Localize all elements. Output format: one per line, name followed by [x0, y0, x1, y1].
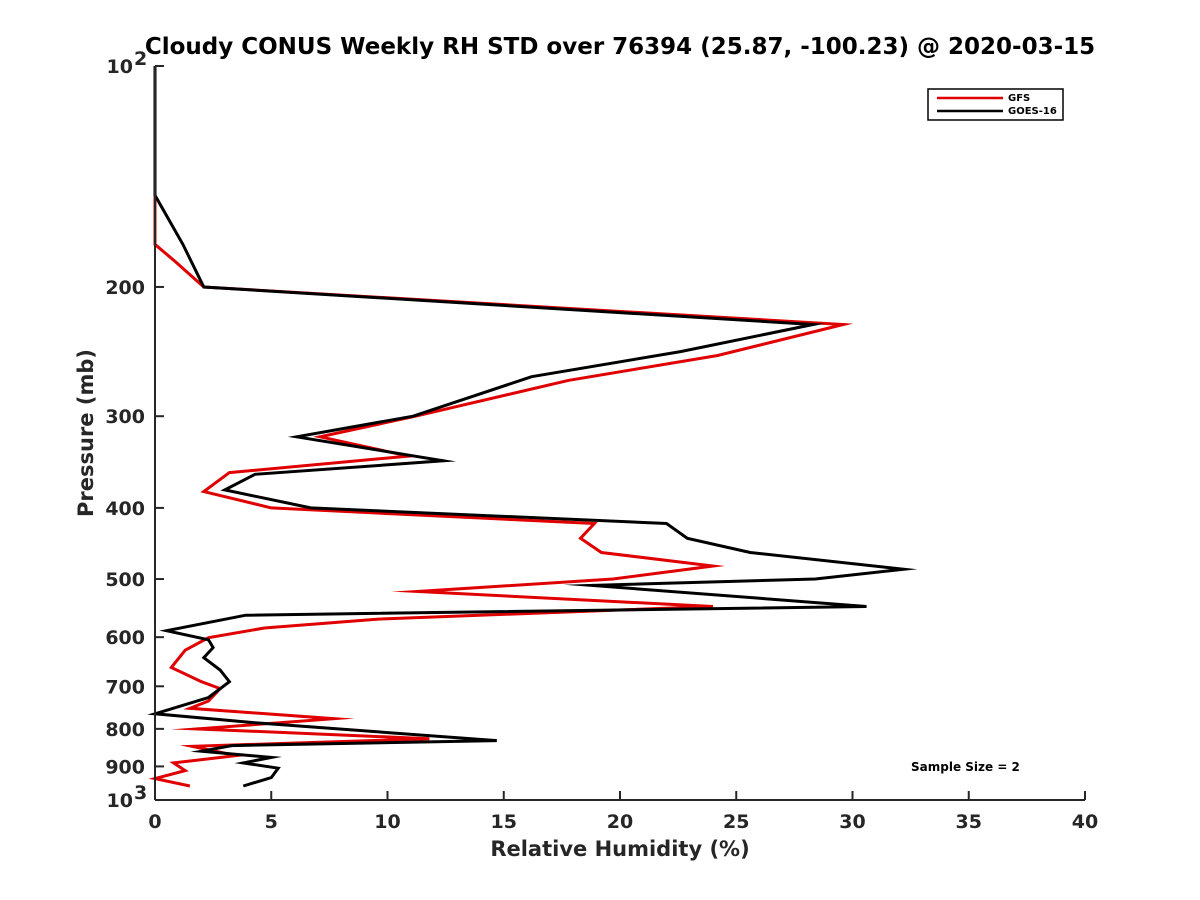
y-tick-label: 10 [107, 790, 133, 812]
x-tick-label: 30 [839, 811, 865, 833]
x-tick-label: 35 [956, 811, 982, 833]
sample-size-annotation: Sample Size = 2 [911, 760, 1020, 774]
y-axis-label: Pressure (mb) [74, 349, 98, 517]
x-tick-label: 10 [374, 811, 400, 833]
legend-box [927, 88, 1064, 121]
legend: GFS GOES-16 [927, 88, 1064, 121]
y-tick-label: 300 [105, 406, 145, 428]
y-tick-label: 700 [105, 676, 145, 698]
y-tick-label: 600 [105, 627, 145, 649]
y-tick-label: 200 [105, 277, 145, 299]
y-tick-exponent: 3 [134, 782, 147, 804]
legend-label-gfs: GFS [1008, 93, 1030, 104]
y-tick-label: 500 [105, 569, 145, 591]
chart-title: Cloudy CONUS Weekly RH STD over 76394 (2… [145, 34, 1095, 60]
y-tick-label: 800 [105, 719, 145, 741]
series-line-goes-16 [147, 66, 918, 788]
x-tick-label: 0 [148, 811, 161, 833]
x-tick-label: 40 [1072, 811, 1098, 833]
y-tick-exponent: 2 [134, 48, 147, 70]
y-tick-label: 10 [107, 56, 133, 78]
x-tick-label: 25 [723, 811, 749, 833]
x-tick-group: 0 5 10 15 20 25 30 35 40 [148, 791, 1098, 833]
y-tick-label: 400 [105, 498, 145, 520]
series-line-gfs [148, 66, 854, 788]
x-tick-label: 15 [491, 811, 517, 833]
x-tick-label: 20 [607, 811, 633, 833]
x-tick-label: 5 [265, 811, 278, 833]
legend-label-goes-16: GOES-16 [1008, 106, 1057, 117]
y-tick-label: 900 [105, 756, 145, 778]
plot-area [147, 66, 918, 788]
x-axis-label: Relative Humidity (%) [490, 837, 749, 861]
